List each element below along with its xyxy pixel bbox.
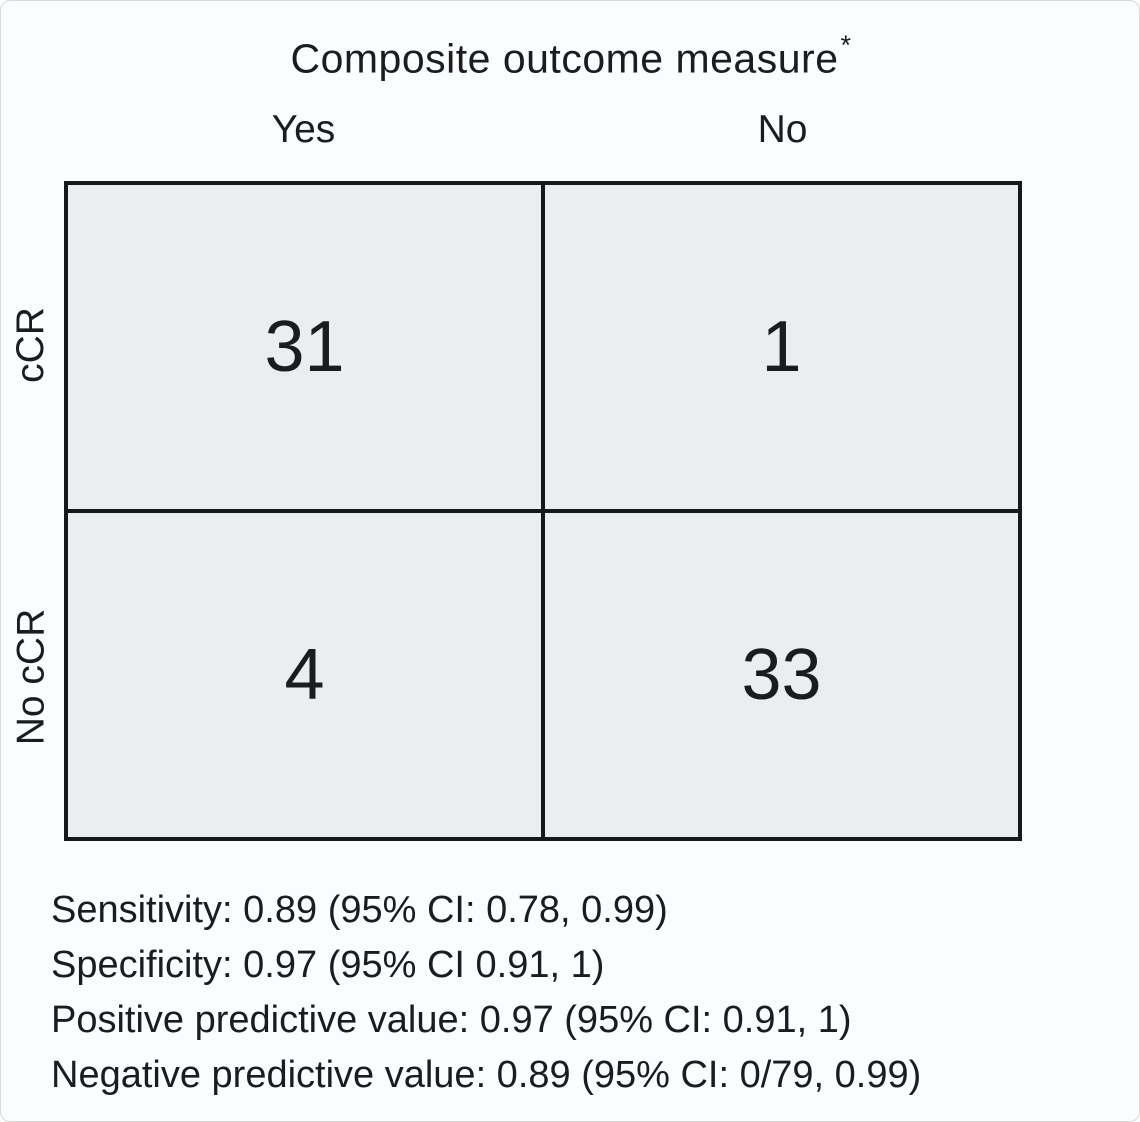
- row-label-no-ccr-text: No cCR: [9, 608, 52, 746]
- cell-ccr-no: 1: [545, 185, 1018, 509]
- column-headers: Yes No: [64, 108, 1022, 152]
- row-label-ccr-text: cCR: [9, 307, 52, 383]
- stat-positive-predictive-value: Positive predictive value: 0.97 (95% CI:…: [51, 999, 852, 1041]
- title-asterisk: *: [840, 30, 852, 60]
- stat-specificity: Specificity: 0.97 (95% CI 0.91, 1): [51, 944, 605, 986]
- row-label-ccr: cCR: [3, 181, 59, 509]
- figure-title: Composite outcome measure*: [1, 30, 1139, 83]
- statistics-block: Sensitivity: 0.89 (95% CI: 0.78, 0.99) S…: [51, 883, 921, 1103]
- stat-negative-predictive-value: Negative predictive value: 0.89 (95% CI:…: [51, 1054, 922, 1096]
- cell-noccr-no: 33: [545, 513, 1018, 837]
- stat-sensitivity: Sensitivity: 0.89 (95% CI: 0.78, 0.99): [51, 889, 668, 931]
- contingency-table: 31 1 4 33: [64, 181, 1022, 841]
- cell-ccr-yes: 31: [68, 185, 541, 509]
- column-header-no: No: [757, 108, 808, 151]
- cell-noccr-yes: 4: [68, 513, 541, 837]
- column-header-yes: Yes: [271, 108, 336, 151]
- row-label-no-ccr: No cCR: [3, 513, 59, 841]
- figure-title-text: Composite outcome measure: [290, 35, 839, 82]
